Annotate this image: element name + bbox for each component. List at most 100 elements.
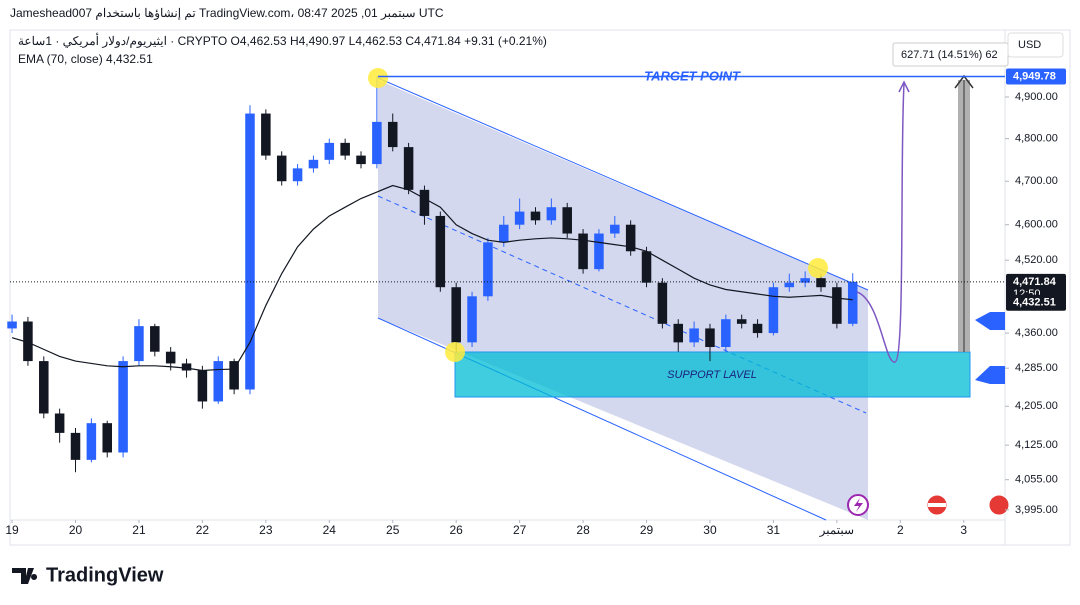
candle-body [372,121,382,165]
candle-body [832,287,842,324]
symbol: ايثيريوم/دولار أمريكي · 1ساعة · CRYPTO [18,33,227,48]
candle-body [594,233,604,270]
ohlc-high: H4,490.97 [290,34,346,48]
y-tick-label: 4,285.00 [1015,362,1058,374]
x-tick-label: 20 [69,523,83,537]
candle-body [292,168,303,182]
price-label: 4,949.78 [1013,70,1056,82]
candle-body [768,287,779,334]
x-tick-label: 2 [897,523,904,537]
candle-body [70,432,81,460]
candle-body [721,319,731,348]
y-tick-label: 4,360.00 [1015,327,1058,339]
candle-body [102,423,112,453]
ohlc-close: C4,471.84 [405,34,461,48]
x-tick-label: 21 [132,523,146,537]
ohlc-open: O4,462.53 [231,34,287,48]
candle-body [483,242,493,297]
ohlc-change: +9.31 (+0.21%) [464,34,547,48]
y-tick-label: 4,900.00 [1015,91,1058,103]
candle-body [546,207,557,221]
candle-body [451,287,461,343]
y-tick-label: 4,520.00 [1015,254,1058,266]
x-tick-label: 26 [450,523,464,537]
y-tick-label: 4,205.00 [1015,400,1058,412]
candle-body [387,121,398,148]
x-tick-label: 27 [513,523,527,537]
x-tick-label: 3 [960,523,967,537]
event-icon-bolt [854,498,863,512]
y-tick-label: 3,995.00 [1015,504,1058,516]
support-zone [454,351,971,398]
legend-ema: EMA (70, close) 4,432.51 [18,52,153,66]
candle-body [816,278,826,288]
candle-body [86,423,97,460]
candle-body [673,323,684,343]
candle-body [736,319,747,324]
currency: USD [1018,39,1041,51]
candle-body [134,326,144,362]
candle-body [657,282,668,324]
marker [368,68,388,88]
ohlc-low: L4,462.53 [349,34,403,48]
marker [808,258,828,278]
candle-body [847,281,858,324]
candle-body [499,224,509,243]
candle-body [356,155,366,165]
currency-box [1007,32,1064,58]
event-icon [988,494,1010,516]
price-label-box [1006,68,1066,85]
chart-frame [9,29,1071,546]
measure-label: 627.71 (14.51%) 62 [901,49,998,61]
candle-body [118,361,128,453]
plot [7,76,858,473]
price-label: 4,471.84 [1013,276,1057,288]
price-label-box [1006,273,1066,300]
logo-text: TradingView [46,564,164,586]
candle-body [197,370,208,402]
candle-body [7,321,17,329]
candle-body [752,323,763,334]
candle-body [641,251,652,283]
candle-body [54,413,65,433]
y-tick-label: 4,700.00 [1015,175,1058,187]
y-tick-label: 4,800.00 [1015,133,1058,145]
logo: TradingView [12,564,164,586]
candle-body [261,113,271,156]
x-tick-label: 19 [5,523,19,537]
candle-body [578,233,588,270]
x-tick-label: 25 [386,523,400,537]
x-tick-label: 29 [640,523,654,537]
x-tick-label: 28 [576,523,590,537]
x-tick-label: 30 [703,523,717,537]
candle-body [324,142,335,160]
candle-body [435,215,446,288]
candle-body [467,296,477,343]
candle-body [165,351,176,364]
price-label: 4,432.51 [1013,297,1056,309]
x-tick-label: 22 [196,523,210,537]
ema-line [11,184,853,372]
marker [445,342,465,362]
x-tick-label: 23 [259,523,273,537]
candle-body [340,142,350,156]
candle-body [800,278,810,283]
candle-body [23,321,33,362]
candle-body [245,113,255,390]
candle-body [276,155,287,182]
x-tick-label: 24 [323,523,337,537]
logo-mark [12,568,38,584]
channel-fill [378,80,868,520]
candle-body [514,211,525,225]
candle-body [530,211,541,221]
channel-top [377,77,869,291]
flag-stripe [928,503,946,507]
alert-tab [975,366,1005,384]
candle-body [403,147,414,190]
y-tick-label: 4,055.00 [1015,474,1058,486]
candle-body [229,361,239,390]
candle-body [625,224,636,252]
candle-body [419,189,430,216]
